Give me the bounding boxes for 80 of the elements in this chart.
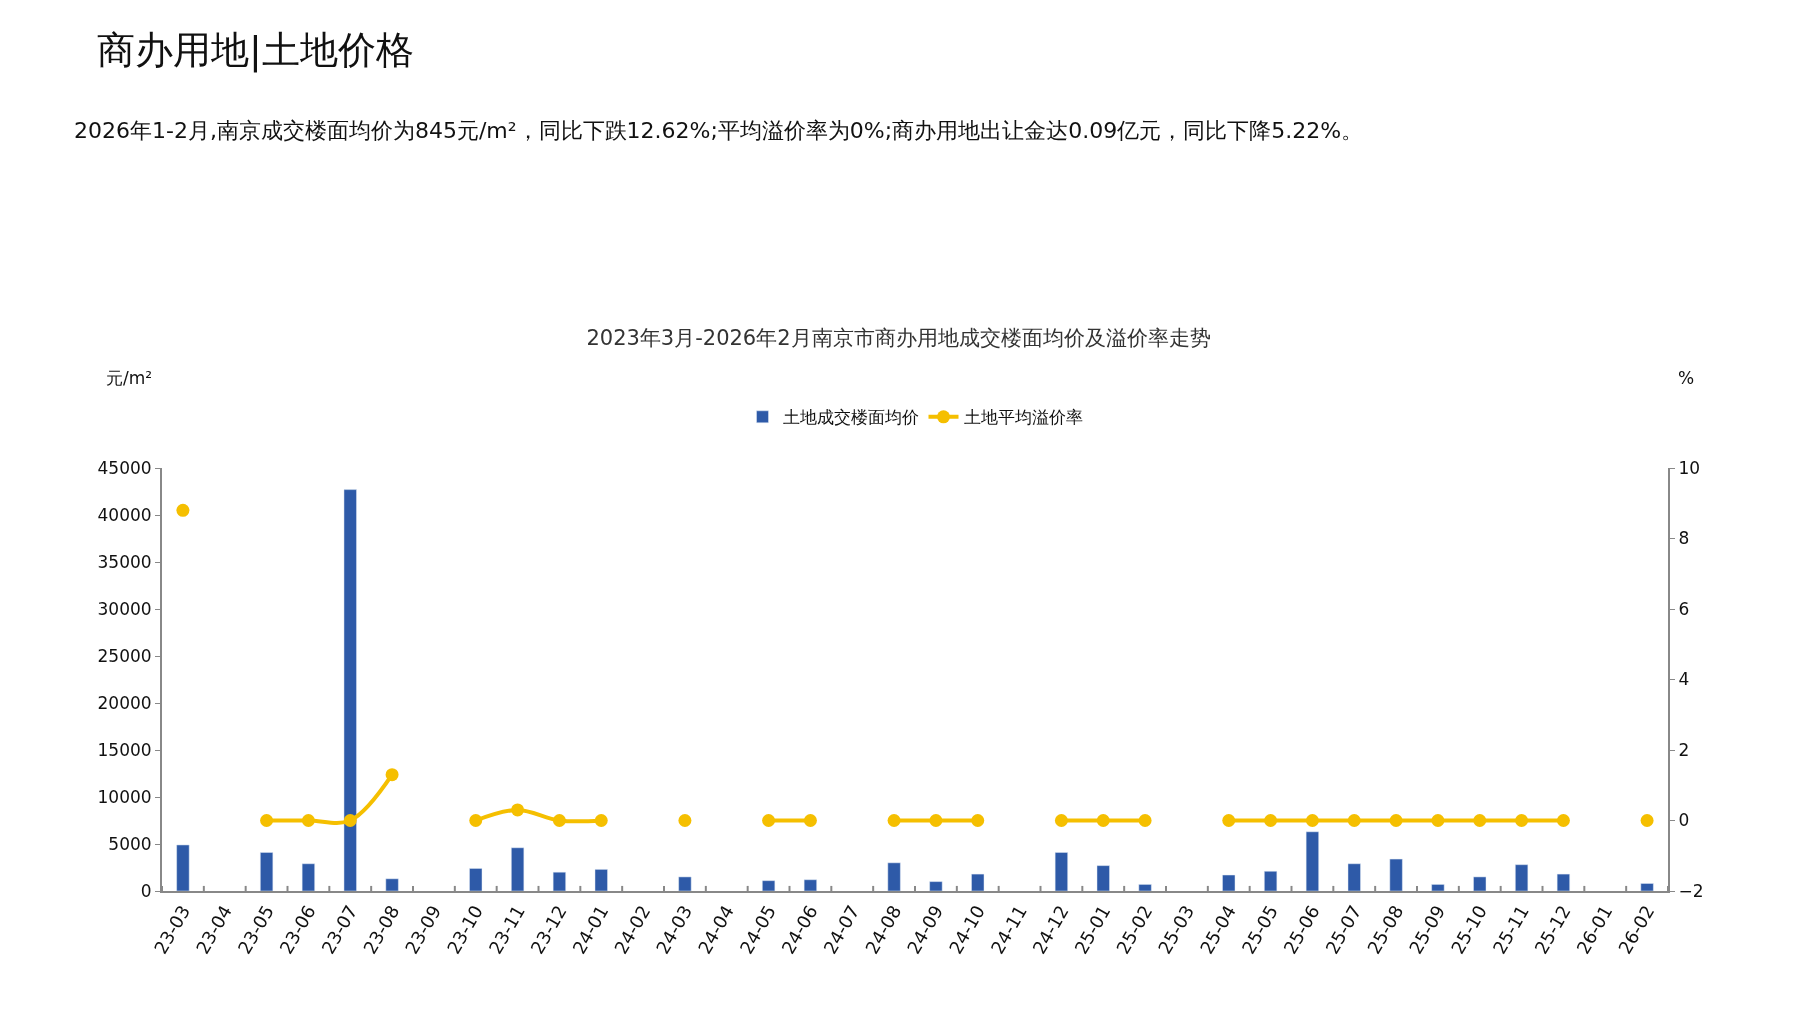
point [469,814,483,827]
bar [1389,858,1403,891]
point [1347,814,1361,827]
y-tick-label: 5000 [108,833,152,854]
point [678,814,692,827]
bar [469,868,483,891]
bar [1556,873,1570,891]
y2-tick-label: −2 [1678,880,1704,901]
bar [1096,865,1110,891]
bar [1054,852,1068,891]
point [1054,814,1068,827]
bar [260,852,274,891]
text: 2026年1-2月,南京成交楼面均价为845元/m²，同比下跌12.62%;平均溢价率为0%;商办用地出让金达0.09亿元，同比下降5.22%。 [74,118,1364,143]
bar [1515,864,1529,891]
bar [678,876,692,891]
bar [1473,876,1487,891]
legend-label: 土地成交楼面均价 [782,407,919,428]
point [803,814,817,827]
bar [762,880,776,891]
y-tick-label: 15000 [97,739,152,760]
bar [1347,863,1361,891]
y-tick-label: 0 [140,880,152,901]
bar [1431,884,1445,891]
bar [1640,883,1654,891]
y-tick-label: 35000 [97,551,152,572]
point [762,814,776,827]
point [1305,814,1319,827]
y2-tick-label: 6 [1678,598,1690,619]
bar [385,878,399,891]
y2-tick-label: 0 [1678,810,1690,831]
y-axis-title: 元/m² [106,368,153,388]
point [1389,814,1403,827]
y2-tick-label: 8 [1678,528,1690,549]
point [385,768,399,782]
bar [301,863,315,891]
point [1473,814,1487,827]
bar [929,881,943,891]
y2-tick-label: 10 [1678,457,1701,478]
point [1096,814,1110,827]
point [260,814,274,827]
point [1515,814,1529,827]
bar [803,879,817,891]
point [971,814,985,827]
point [1640,814,1654,827]
y-tick-label: 25000 [97,645,152,666]
y-tick-label: 10000 [97,786,152,807]
bar [1222,874,1236,891]
bar [343,489,357,891]
bar [1305,831,1319,891]
point [343,814,357,827]
y2-tick-label: 4 [1678,669,1690,690]
chart-title: 2023年3月-2026年2月南京市商办用地成交楼面均价及溢价率走势 [586,326,1211,351]
y-tick-label: 40000 [97,504,152,525]
legend-label: 土地平均溢价率 [963,407,1083,428]
point [1264,814,1278,827]
point [301,814,315,827]
bar [887,862,901,891]
bar [594,869,608,891]
point [1222,814,1236,827]
y-tick-label: 45000 [97,457,152,478]
point [511,803,525,817]
y2-tick-label: 2 [1678,739,1690,760]
point [552,814,566,827]
y-tick-label: 30000 [97,598,152,619]
bar [176,844,190,891]
y2-axis-title: % [1678,368,1695,388]
point [176,503,190,517]
point [1556,814,1570,827]
point [1431,814,1445,827]
point [1138,814,1152,827]
y-tick-label: 20000 [97,692,152,713]
text: 商办用地|土地价格 [97,28,414,73]
point [929,814,943,827]
bar [971,873,985,891]
bar [1264,871,1278,891]
bar [511,847,525,891]
point [594,814,608,827]
point [887,814,901,827]
bar [1138,884,1152,891]
bar [552,871,566,891]
